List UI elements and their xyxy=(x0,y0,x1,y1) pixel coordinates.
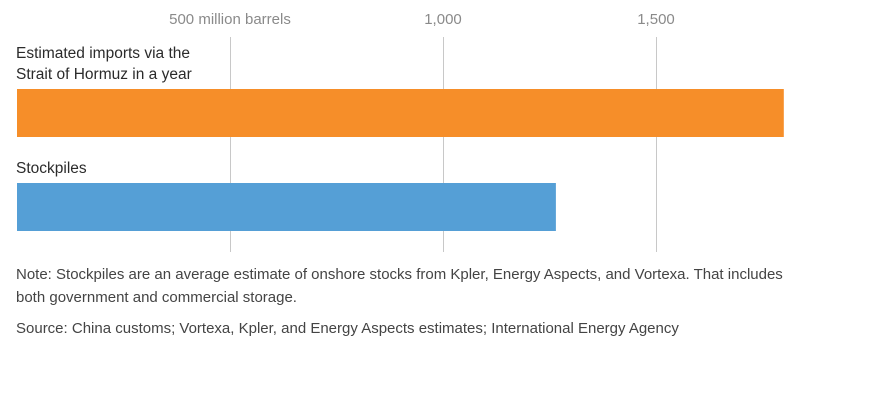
x-tick-label-500: 500 million barrels xyxy=(169,11,291,28)
category-label-0-line-0: Estimated imports via the xyxy=(16,45,190,62)
bar-stockpiles xyxy=(17,183,556,231)
category-label-1-line-0: Stockpiles xyxy=(16,160,87,177)
chart-note: Note: Stockpiles are an average estimate… xyxy=(16,266,783,306)
bar-chart: 500 million barrels 1,000 1,500 Estimated i… xyxy=(16,11,784,252)
category-label-0-line-1: Strait of Hormuz in a year xyxy=(16,66,192,83)
chart-source: Source: China customs; Vortexa, Kpler, a… xyxy=(16,320,679,337)
bar-hormuz-imports xyxy=(17,89,784,137)
x-tick-label-1000: 1,000 xyxy=(424,11,462,28)
x-tick-label-1500: 1,500 xyxy=(637,11,675,28)
